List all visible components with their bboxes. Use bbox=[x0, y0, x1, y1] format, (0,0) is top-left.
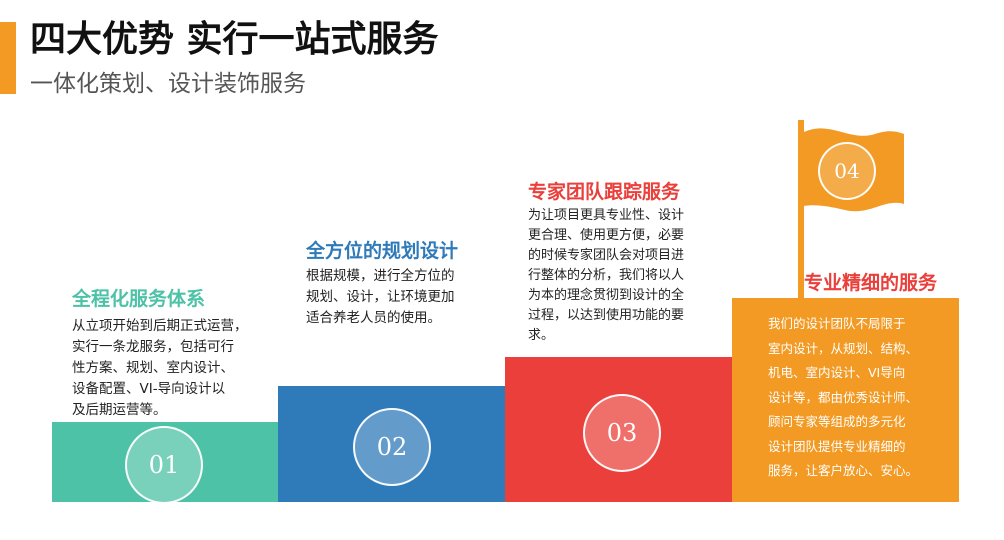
desc-line: 我们的设计团队不局限于 bbox=[768, 316, 906, 331]
step-1-number-circle: 01 bbox=[125, 426, 203, 504]
step-4-description: 我们的设计团队不局限于 室内设计，从规划、结构、 机电、室内设计、VI导向 设计… bbox=[754, 312, 918, 484]
desc-line: 过程，以达到使用功能的要 bbox=[528, 308, 685, 323]
step-3-description: 为让项目更具专业性、设计 更合理、使用更方便，必要 的时候专家团队会对项目进 行… bbox=[528, 206, 684, 346]
step-1-number: 01 bbox=[148, 451, 180, 479]
step-2-title: 全方位的规划设计 bbox=[306, 240, 459, 262]
desc-line: 性方案、规划、室内设计、 bbox=[72, 360, 234, 376]
desc-line: 行整体的分析，我们将以人 bbox=[528, 268, 685, 283]
title-accent-bar bbox=[0, 22, 16, 94]
desc-line: 为本的理念贯彻到设计的全 bbox=[528, 288, 685, 303]
step-4-title: 专业精细的服务 bbox=[804, 272, 938, 294]
step-4-block bbox=[732, 298, 959, 502]
step-4-number: 04 bbox=[834, 159, 860, 183]
desc-line: 根据规模，进行全方位的 bbox=[306, 268, 455, 284]
step-3-title: 专家团队跟踪服务 bbox=[528, 181, 681, 203]
desc-line: 设备配置、VI-导向设计以 bbox=[72, 381, 226, 397]
page-title: 四大优势 实行一站式服务 bbox=[30, 19, 439, 60]
desc-line: 服务，让客户放心、安心。 bbox=[768, 463, 919, 478]
step-3-number-circle: 03 bbox=[583, 394, 661, 472]
desc-line: 的时候专家团队会对项目进 bbox=[528, 248, 685, 263]
step-4-number-circle: 04 bbox=[818, 142, 876, 200]
page-subtitle: 一体化策划、设计装饰服务 bbox=[30, 71, 306, 97]
desc-line: 设计团队提供专业精细的 bbox=[768, 438, 906, 454]
step-1-title: 全程化服务体系 bbox=[72, 288, 206, 310]
step-2-description: 根据规模，进行全方位的 规划、设计，让环境更加 适合养老人员的使用。 bbox=[306, 266, 455, 329]
desc-line: 设计等，都由优秀设计师、 bbox=[768, 389, 919, 405]
step-2-number-circle: 02 bbox=[353, 408, 431, 486]
desc-line: 为让项目更具专业性、设计 bbox=[528, 208, 685, 223]
desc-line: 从立项开始到后期正式运营， bbox=[72, 318, 248, 334]
desc-line: 规划、设计，让环境更加 bbox=[306, 289, 455, 305]
step-2-number: 02 bbox=[376, 433, 408, 461]
desc-line: 实行一条龙服务，包括可行 bbox=[72, 339, 234, 355]
desc-line: 求。 bbox=[528, 328, 555, 343]
desc-line: 适合养老人员的使用。 bbox=[306, 310, 441, 326]
desc-line: 更合理、使用更方便，必要 bbox=[528, 228, 685, 243]
desc-line: 机电、室内设计、VI导向 bbox=[768, 365, 906, 380]
desc-line: 室内设计，从规划、结构、 bbox=[768, 340, 919, 356]
step-1-description: 从立项开始到后期正式运营， 实行一条龙服务，包括可行 性方案、规划、室内设计、 … bbox=[72, 316, 248, 421]
step-3-number: 03 bbox=[606, 419, 638, 447]
desc-line: 及后期运营等。 bbox=[72, 402, 167, 418]
desc-line: 顾问专家等组成的多元化 bbox=[768, 414, 906, 429]
